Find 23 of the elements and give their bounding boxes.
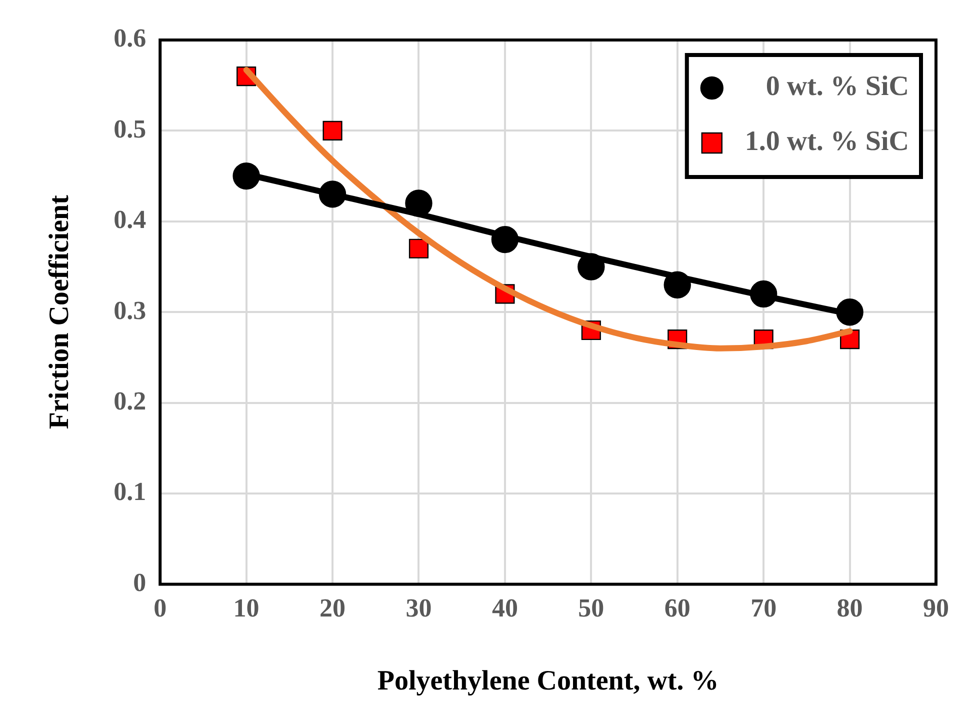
- x-tick-label: 0: [154, 594, 167, 623]
- point: [408, 238, 429, 258]
- x-tick-label: 70: [750, 594, 777, 623]
- y-axis-title: Friction Coefficient: [44, 194, 76, 430]
- x-axis-title: Polyethylene Content, wt. %: [377, 665, 719, 696]
- x-tick-label: 10: [233, 594, 260, 623]
- x-tick-label: 40: [492, 594, 518, 623]
- x-tick-label: 30: [406, 594, 432, 623]
- y-tick-label: 0.6: [114, 24, 146, 53]
- point: [322, 120, 342, 140]
- y-tick-label: 0.1: [114, 477, 146, 506]
- x-tick-label: 50: [578, 594, 604, 623]
- x-tick-label: 80: [836, 594, 863, 623]
- legend-label: 0 wt. % SiC: [766, 71, 909, 102]
- x-tick-label: 60: [664, 594, 690, 623]
- y-tick-label: 0: [133, 568, 146, 597]
- y-tick-label: 0.3: [114, 296, 146, 325]
- y-tick-label: 0.5: [114, 114, 146, 144]
- x-tick-label: 20: [320, 594, 346, 623]
- x-tick-label: 90: [923, 594, 949, 623]
- legend-label: 1.0 wt. % SiC: [744, 126, 909, 158]
- y-tick-label: 0.2: [114, 386, 146, 416]
- y-tick-label: 0.4: [114, 205, 146, 234]
